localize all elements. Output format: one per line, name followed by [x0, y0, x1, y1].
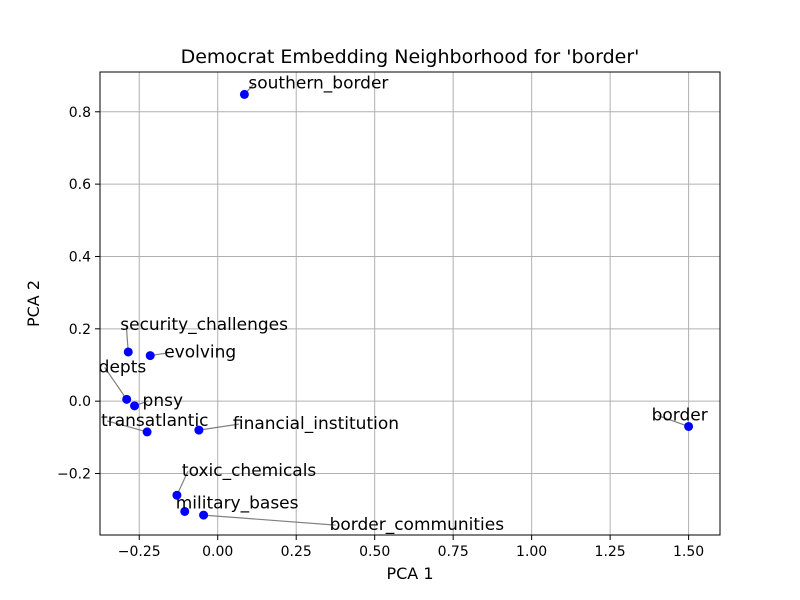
leader-line — [203, 514, 336, 526]
point-label: southern_border — [248, 73, 388, 93]
data-point — [172, 490, 182, 500]
x-tick-label: 0.75 — [438, 544, 469, 560]
leader-line — [125, 324, 129, 353]
y-tick-label: 0.8 — [69, 105, 91, 121]
label-leader-lines — [104, 83, 689, 526]
data-point — [122, 394, 132, 404]
axis-ticks: −0.25 0.00 0.25 0.50 0.75 1.00 1.25 1.50 −0.2 0.0… — [57, 105, 704, 560]
x-axis-title: PCA 1 — [386, 564, 433, 583]
leader-line — [198, 423, 239, 431]
data-point — [684, 421, 694, 431]
y-tick-label: 0.4 — [69, 249, 91, 265]
y-tick-label: 0.6 — [69, 177, 91, 193]
y-tick-label: 0.2 — [69, 322, 91, 338]
x-tick-label: 1.50 — [673, 544, 704, 560]
y-tick-label: 0.0 — [69, 394, 91, 410]
data-point — [130, 401, 140, 411]
x-tick-label: 1.00 — [516, 544, 547, 560]
data-point — [142, 427, 152, 437]
x-tick-label: 0.00 — [202, 544, 233, 560]
x-tick-label: 1.25 — [595, 544, 626, 560]
leader-line — [104, 367, 128, 400]
point-label: evolving — [164, 343, 236, 363]
point-label: border_communities — [330, 515, 505, 535]
x-tick-label: 0.25 — [281, 544, 312, 560]
point-label: border — [652, 405, 708, 425]
point-label: toxic_chemicals — [182, 461, 317, 481]
y-axis-title: PCA 2 — [24, 280, 43, 327]
leader-line — [106, 420, 148, 433]
plot-frame — [99, 71, 721, 536]
data-point — [123, 347, 133, 357]
y-tick-label: −0.2 — [57, 467, 91, 483]
point-label: depts — [99, 357, 147, 377]
data-point — [239, 89, 249, 99]
point-label: pnsy — [143, 391, 183, 411]
chart-title: Democrat Embedding Neighborhood for 'bor… — [181, 46, 640, 68]
data-point — [145, 351, 155, 361]
data-points — [122, 89, 694, 520]
point-label: financial_institution — [233, 414, 399, 434]
data-point — [180, 506, 190, 516]
point-label: transatlantic — [101, 411, 208, 431]
point-labels: southern_border security_challengesevolvi… — [99, 73, 708, 535]
point-label: military_bases — [176, 493, 299, 513]
x-tick-label: 0.50 — [359, 544, 390, 560]
point-label: security_challenges — [120, 315, 288, 335]
grid — [100, 72, 720, 535]
leader-line — [657, 414, 689, 428]
x-tick-label: −0.25 — [118, 544, 161, 560]
data-point — [194, 425, 204, 435]
data-point — [199, 510, 209, 520]
